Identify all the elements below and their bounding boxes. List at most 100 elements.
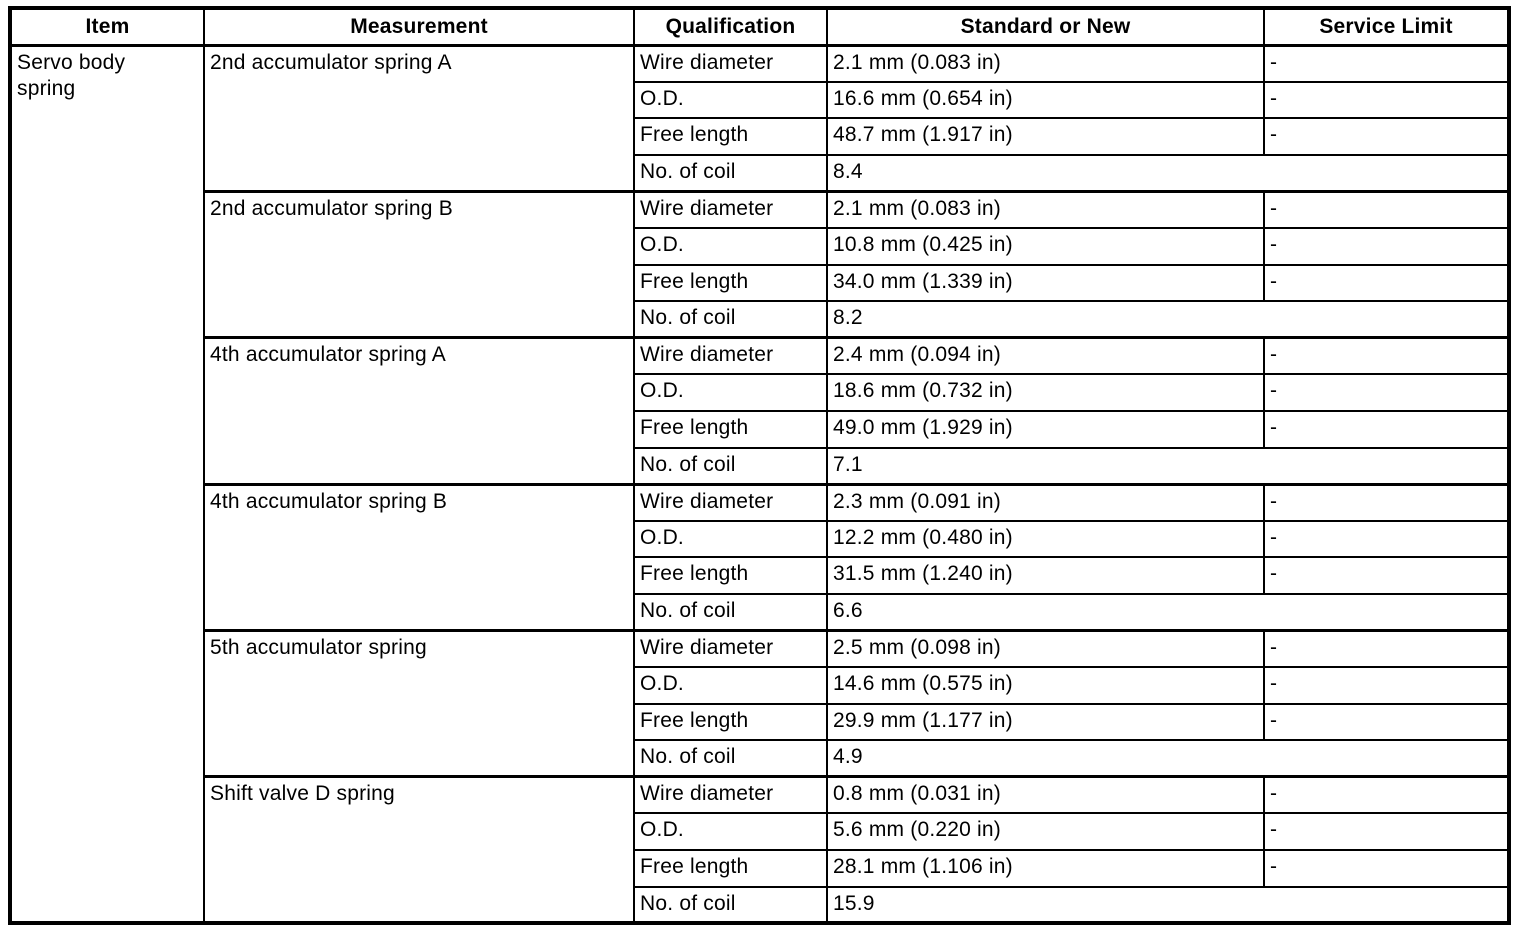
- qualification-cell: Wire diameter: [633, 482, 828, 522]
- spring-spec-table: Item Measurement Qualification Standard …: [8, 6, 1511, 926]
- standard-cell: 34.0 mm (1.339 in): [826, 263, 1265, 303]
- table-row: O.D. 5.6 mm (0.220 in) -: [10, 812, 1510, 852]
- standard-cell: 2.5 mm (0.098 in): [826, 629, 1265, 669]
- service-limit-cell: -: [1263, 812, 1510, 852]
- measurement-cell: Shift valve D spring: [203, 775, 635, 925]
- service-limit-cell: -: [1263, 373, 1510, 412]
- table-row: No. of coil 7.1: [10, 446, 1510, 486]
- service-limit-cell: -: [1263, 226, 1510, 266]
- service-limit-cell: -: [1263, 666, 1510, 705]
- item-label: Servo body spring: [17, 50, 126, 100]
- standard-cell: 2.1 mm (0.083 in): [826, 189, 1265, 229]
- standard-cell: 2.4 mm (0.094 in): [826, 336, 1265, 376]
- table-row: Free length 31.5 mm (1.240 in) -: [10, 556, 1510, 595]
- table-header: Item Measurement Qualification Standard …: [9, 7, 1510, 47]
- qualification-cell: Wire diameter: [633, 189, 828, 229]
- service-limit-cell: -: [1263, 519, 1510, 559]
- standard-cell-spanning: 7.1: [826, 446, 1510, 486]
- table-row: Shift valve D spring Wire diameter 0.8 m…: [10, 775, 1510, 925]
- measurement-cell: 2nd accumulator spring B: [203, 189, 635, 339]
- standard-cell: 14.6 mm (0.575 in): [826, 666, 1265, 705]
- standard-cell-spanning: 4.9: [826, 739, 1510, 778]
- service-limit-cell: -: [1263, 117, 1510, 156]
- service-limit-cell: -: [1263, 629, 1510, 669]
- table-row: Free length 29.9 mm (1.177 in) -: [10, 702, 1510, 742]
- table-row: No. of coil 15.9: [10, 885, 1510, 925]
- standard-cell: 2.3 mm (0.091 in): [826, 482, 1265, 522]
- service-limit-cell: -: [1263, 80, 1510, 120]
- table-row: No. of coil 4.9: [10, 739, 1510, 778]
- service-limit-cell: -: [1263, 482, 1510, 522]
- item-cell: Servo body spring: [9, 43, 205, 925]
- table-row: 4th accumulator spring B Wire diameter 2…: [10, 482, 1510, 632]
- header-qualification: Qualification: [633, 7, 828, 47]
- qualification-cell: Free length: [633, 409, 828, 449]
- qualification-cell: No. of coil: [633, 446, 828, 486]
- qualification-cell: Wire diameter: [633, 336, 828, 376]
- qualification-cell: Wire diameter: [633, 775, 828, 815]
- qualification-cell: Free length: [633, 849, 828, 888]
- table-row: No. of coil 8.2: [10, 300, 1510, 339]
- service-limit-cell: -: [1263, 849, 1510, 888]
- qualification-cell: No. of coil: [633, 300, 828, 339]
- table-row: O.D. 18.6 mm (0.732 in) -: [10, 373, 1510, 412]
- standard-cell: 31.5 mm (1.240 in): [826, 556, 1265, 595]
- measurement-cell: 4th accumulator spring A: [203, 336, 635, 486]
- service-limit-cell: -: [1263, 336, 1510, 376]
- qualification-cell: No. of coil: [633, 885, 828, 925]
- standard-cell: 2.1 mm (0.083 in): [826, 44, 1265, 83]
- table-row: Free length 49.0 mm (1.929 in) -: [10, 409, 1510, 449]
- standard-cell: 28.1 mm (1.106 in): [826, 849, 1265, 888]
- qualification-cell: No. of coil: [633, 592, 828, 632]
- standard-cell-spanning: 6.6: [826, 592, 1510, 632]
- measurement-cell: 2nd accumulator spring A: [203, 43, 635, 193]
- table-row: No. of coil 8.4: [10, 153, 1510, 193]
- header-item: Item: [9, 7, 205, 47]
- standard-cell: 12.2 mm (0.480 in): [826, 519, 1265, 559]
- qualification-cell: Wire diameter: [633, 44, 828, 83]
- service-limit-cell: -: [1263, 556, 1510, 595]
- qualification-cell: Free length: [633, 702, 828, 742]
- qualification-cell: Free length: [633, 263, 828, 303]
- service-limit-cell: -: [1263, 702, 1510, 742]
- qualification-cell: O.D.: [633, 226, 828, 266]
- qualification-cell: O.D.: [633, 666, 828, 705]
- standard-cell: 29.9 mm (1.177 in): [826, 702, 1265, 742]
- standard-cell: 49.0 mm (1.929 in): [826, 409, 1265, 449]
- table-row: O.D. 12.2 mm (0.480 in) -: [10, 519, 1510, 559]
- qualification-cell: O.D.: [633, 812, 828, 852]
- table-row: No. of coil 6.6: [10, 592, 1510, 632]
- table-row: O.D. 16.6 mm (0.654 in) -: [10, 80, 1510, 120]
- qualification-cell: No. of coil: [633, 153, 828, 193]
- service-limit-cell: -: [1263, 263, 1510, 303]
- service-limit-cell: -: [1263, 44, 1510, 83]
- standard-cell: 48.7 mm (1.917 in): [826, 117, 1265, 156]
- qualification-cell: No. of coil: [633, 739, 828, 778]
- table-row: 5th accumulator spring Wire diameter 2.5…: [10, 628, 1510, 778]
- standard-cell-spanning: 8.2: [826, 300, 1510, 339]
- qualification-cell: O.D.: [633, 519, 828, 559]
- standard-cell-spanning: 8.4: [826, 153, 1510, 193]
- table-row: 2nd accumulator spring B Wire diameter 2…: [10, 189, 1510, 339]
- qualification-cell: O.D.: [633, 80, 828, 120]
- qualification-cell: Free length: [633, 117, 828, 156]
- table-row: 4th accumulator spring A Wire diameter 2…: [10, 336, 1510, 486]
- qualification-cell: Free length: [633, 556, 828, 595]
- standard-cell: 0.8 mm (0.031 in): [826, 775, 1265, 815]
- standard-cell-spanning: 15.9: [826, 885, 1510, 925]
- table-row: Free length 34.0 mm (1.339 in) -: [10, 263, 1510, 303]
- table-row: O.D. 14.6 mm (0.575 in) -: [10, 666, 1510, 705]
- qualification-cell: O.D.: [633, 373, 828, 412]
- service-limit-cell: -: [1263, 775, 1510, 815]
- qualification-cell: Wire diameter: [633, 629, 828, 669]
- measurement-cell: 5th accumulator spring: [203, 628, 635, 778]
- header-row: Item Measurement Qualification Standard …: [9, 7, 1510, 47]
- header-standard-or-new: Standard or New: [826, 7, 1265, 47]
- standard-cell: 18.6 mm (0.732 in): [826, 373, 1265, 412]
- measurement-cell: 4th accumulator spring B: [203, 482, 635, 632]
- standard-cell: 10.8 mm (0.425 in): [826, 226, 1265, 266]
- table-row: Free length 48.7 mm (1.917 in) -: [10, 117, 1510, 156]
- table-row: Free length 28.1 mm (1.106 in) -: [10, 849, 1510, 888]
- standard-cell: 5.6 mm (0.220 in): [826, 812, 1265, 852]
